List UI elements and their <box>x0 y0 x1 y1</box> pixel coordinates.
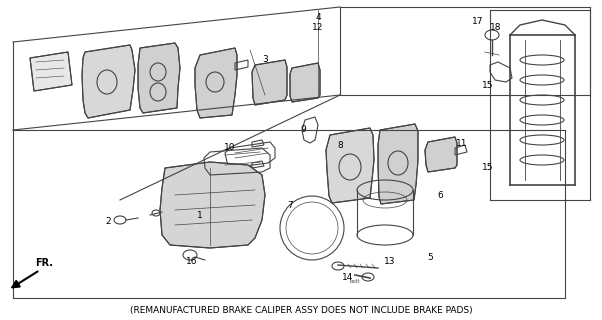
Text: 15: 15 <box>482 81 494 90</box>
Text: 8: 8 <box>337 140 343 149</box>
Text: 16: 16 <box>186 258 197 267</box>
Text: 12: 12 <box>312 23 324 33</box>
Text: FR.: FR. <box>35 258 53 268</box>
Text: 11: 11 <box>456 139 468 148</box>
Text: 6: 6 <box>437 190 443 199</box>
Polygon shape <box>82 45 135 118</box>
Text: 14: 14 <box>343 274 354 283</box>
Text: 2: 2 <box>105 218 111 227</box>
Text: 7: 7 <box>287 201 293 210</box>
Text: 15: 15 <box>482 164 494 172</box>
Polygon shape <box>252 60 287 105</box>
Polygon shape <box>138 43 180 113</box>
Text: 13: 13 <box>384 258 396 267</box>
Polygon shape <box>425 137 457 172</box>
Text: 18: 18 <box>490 23 501 33</box>
Polygon shape <box>326 128 374 203</box>
Polygon shape <box>30 52 72 91</box>
Text: 9: 9 <box>300 125 306 134</box>
Polygon shape <box>160 162 265 248</box>
Polygon shape <box>195 48 237 118</box>
Text: 5: 5 <box>427 253 433 262</box>
Text: 4: 4 <box>315 13 321 22</box>
Polygon shape <box>378 124 418 204</box>
Text: bolt: bolt <box>350 279 360 284</box>
Text: 1: 1 <box>197 211 203 220</box>
Text: 17: 17 <box>472 18 484 27</box>
Polygon shape <box>290 63 320 102</box>
Text: 10: 10 <box>225 143 236 153</box>
Text: (REMANUFACTURED BRAKE CALIPER ASSY DOES NOT INCLUDE BRAKE PADS): (REMANUFACTURED BRAKE CALIPER ASSY DOES … <box>129 306 473 315</box>
Text: 3: 3 <box>262 55 268 65</box>
